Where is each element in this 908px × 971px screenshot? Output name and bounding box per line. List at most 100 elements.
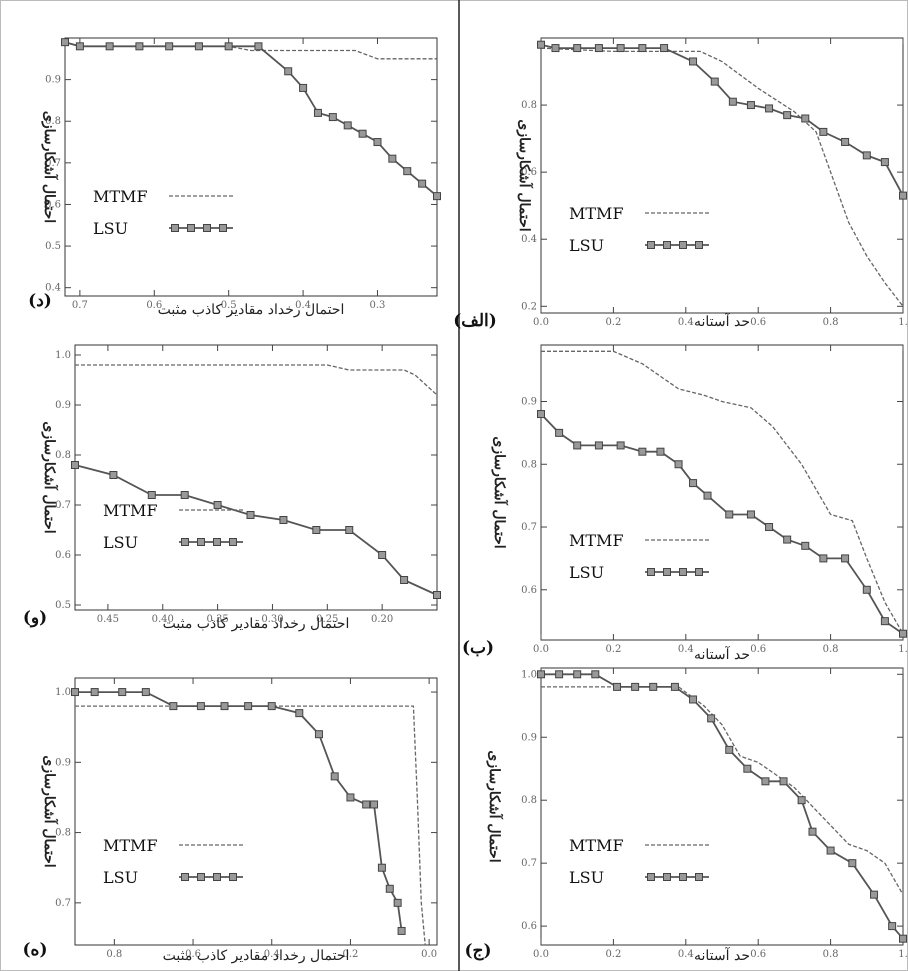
data-point [279, 516, 288, 524]
x-axis-label: حد آستانه [694, 946, 750, 964]
x-tick-label: 0.0 [533, 949, 549, 960]
data-point [783, 535, 792, 544]
plot-frame [540, 344, 904, 641]
legend-marker-lsu [171, 224, 179, 232]
legend-label-lsu: LSU [103, 533, 138, 552]
legend-label-lsu: LSU [93, 219, 128, 238]
panel-label: (ه) [22, 940, 47, 960]
legend-marker-lsu [647, 568, 655, 576]
chart-panels: 0.0 0.2 0.4 0.6 0.8 1. 0.2 0.4 0.6 0.8 MTMF LSU احتم… [22, 37, 908, 964]
legend-marker-lsu [695, 241, 703, 249]
data-point [765, 104, 774, 113]
data-point [638, 447, 647, 456]
data-point [314, 730, 323, 739]
x-tick-label: 0.0 [533, 644, 549, 655]
data-point [147, 491, 156, 499]
legend-marker-lsu [229, 873, 237, 881]
y-tick-label: 0.8 [55, 828, 71, 839]
y-tick-label: 1.0 [55, 350, 71, 361]
data-point [689, 479, 698, 488]
data-point [246, 511, 255, 519]
data-point [899, 629, 907, 638]
data-point [631, 682, 640, 691]
data-point [313, 108, 322, 117]
data-point [819, 127, 828, 136]
data-point [841, 554, 850, 563]
data-point [400, 576, 409, 584]
data-point [888, 922, 897, 931]
series-line-mtmf [540, 47, 904, 307]
legend-marker-lsu [213, 538, 221, 546]
x-tick-label: 0.8 [823, 317, 839, 328]
chart-panel-be: 0.0 0.2 0.4 0.6 0.8 1. 0.6 0.7 0.8 0.9 MTMF LSU احتم… [462, 344, 908, 663]
legend-marker-lsu [181, 538, 189, 546]
data-point [378, 551, 387, 559]
x-tick-label: 0.2 [605, 949, 621, 960]
legend-marker-lsu [197, 873, 205, 881]
legend-marker-lsu [679, 568, 687, 576]
x-tick-label: 1. [898, 317, 908, 328]
data-point [388, 154, 397, 163]
legend-marker-lsu [229, 538, 237, 546]
data-point [725, 745, 734, 754]
y-tick-label: 0.9 [521, 732, 537, 743]
data-point [899, 934, 907, 943]
chart-panel-dal: 0.7 0.6 0.5 0.4 0.3 0.4 0.5 0.6 0.7 0.8 0.9 MTMF LSU… [28, 37, 441, 318]
data-point [213, 501, 222, 509]
data-point [284, 67, 293, 76]
data-point [385, 884, 394, 893]
data-point [870, 890, 879, 899]
data-point [141, 688, 150, 697]
data-point [689, 695, 698, 704]
x-axis-label: احتمال رخداد مقادیر کاذب مثبت [163, 616, 350, 632]
data-point [649, 682, 658, 691]
data-point [779, 777, 788, 786]
data-point [418, 179, 427, 188]
y-tick-label: 0.8 [521, 459, 537, 470]
data-point [345, 526, 354, 534]
data-point [537, 670, 545, 679]
data-point [573, 441, 582, 450]
y-tick-label: 0.7 [521, 858, 537, 869]
legend-marker-lsu [647, 873, 655, 881]
data-point [71, 461, 79, 469]
data-point [299, 83, 308, 92]
data-point [346, 793, 355, 802]
x-tick-label: 0.4 [295, 300, 311, 311]
x-tick-label: 0.8 [823, 644, 839, 655]
data-point [196, 702, 205, 711]
data-point [841, 137, 850, 146]
x-tick-label: 0.0 [533, 317, 549, 328]
series-line-lsu [74, 464, 438, 596]
data-point [555, 428, 564, 437]
data-point [765, 523, 774, 532]
data-point [819, 554, 828, 563]
data-point [90, 688, 99, 697]
data-point [180, 491, 189, 499]
data-point [670, 682, 679, 691]
y-tick-label: 0.6 [521, 167, 537, 178]
y-tick-label: 0.6 [521, 921, 537, 932]
data-point [674, 460, 683, 469]
y-tick-label: 0.9 [55, 400, 71, 411]
y-axis-label: احتمال آشکارسازی [516, 119, 534, 231]
x-tick-label: 0.6 [185, 949, 201, 960]
y-tick-label: 0.6 [521, 585, 537, 596]
y-tick-label: 0.6 [45, 199, 61, 210]
chart-panel-he: 0.8 0.6 0.4 0.2 0.0 0.7 0.8 0.9 1.0 MTMF LSU احتمال… [22, 677, 438, 964]
data-point [403, 167, 412, 176]
x-tick-label: 0.4 [678, 949, 694, 960]
legend-label-mtmf: MTMF [569, 204, 624, 223]
data-point [267, 702, 276, 711]
plot-frame [74, 677, 438, 946]
data-point [728, 97, 737, 106]
series-line-mtmf [541, 350, 904, 635]
x-tick-label: 0.8 [823, 949, 839, 960]
x-tick-label: 0.20 [371, 614, 393, 625]
x-tick-label: 0.4 [264, 949, 280, 960]
legend-marker-lsu [203, 224, 211, 232]
x-axis-label: احتمال رخداد مقادیر کاذب مثبت [163, 948, 350, 964]
panel-label: (ب) [462, 638, 494, 658]
data-point [808, 827, 817, 836]
